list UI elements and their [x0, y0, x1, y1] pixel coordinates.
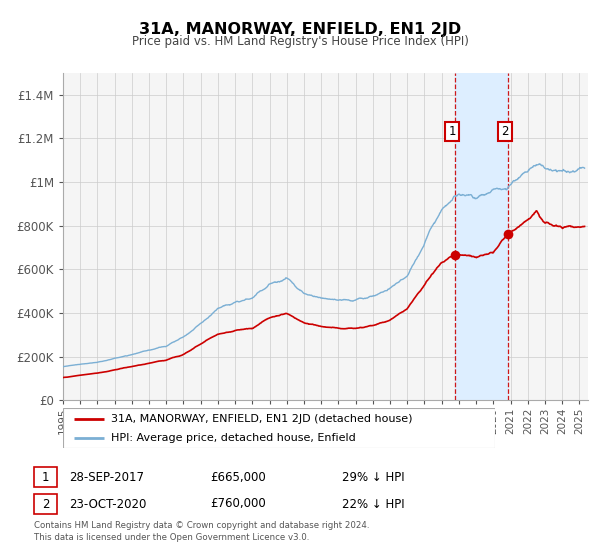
FancyBboxPatch shape: [63, 408, 495, 448]
Text: 1: 1: [448, 125, 456, 138]
Text: 31A, MANORWAY, ENFIELD, EN1 2JD: 31A, MANORWAY, ENFIELD, EN1 2JD: [139, 22, 461, 38]
Text: 23-OCT-2020: 23-OCT-2020: [69, 497, 146, 511]
Text: 1: 1: [42, 470, 49, 484]
Text: 2: 2: [501, 125, 509, 138]
Text: Price paid vs. HM Land Registry's House Price Index (HPI): Price paid vs. HM Land Registry's House …: [131, 35, 469, 48]
Text: 22% ↓ HPI: 22% ↓ HPI: [342, 497, 404, 511]
Bar: [455, 73, 508, 400]
Text: This data is licensed under the Open Government Licence v3.0.: This data is licensed under the Open Gov…: [34, 533, 310, 542]
Text: 29% ↓ HPI: 29% ↓ HPI: [342, 470, 404, 484]
Text: Contains HM Land Registry data © Crown copyright and database right 2024.: Contains HM Land Registry data © Crown c…: [34, 521, 370, 530]
Text: £665,000: £665,000: [210, 470, 266, 484]
Text: 2: 2: [42, 497, 49, 511]
Text: HPI: Average price, detached house, Enfield: HPI: Average price, detached house, Enfi…: [110, 433, 355, 444]
Text: £760,000: £760,000: [210, 497, 266, 511]
Text: 31A, MANORWAY, ENFIELD, EN1 2JD (detached house): 31A, MANORWAY, ENFIELD, EN1 2JD (detache…: [110, 414, 412, 424]
Text: 28-SEP-2017: 28-SEP-2017: [69, 470, 144, 484]
